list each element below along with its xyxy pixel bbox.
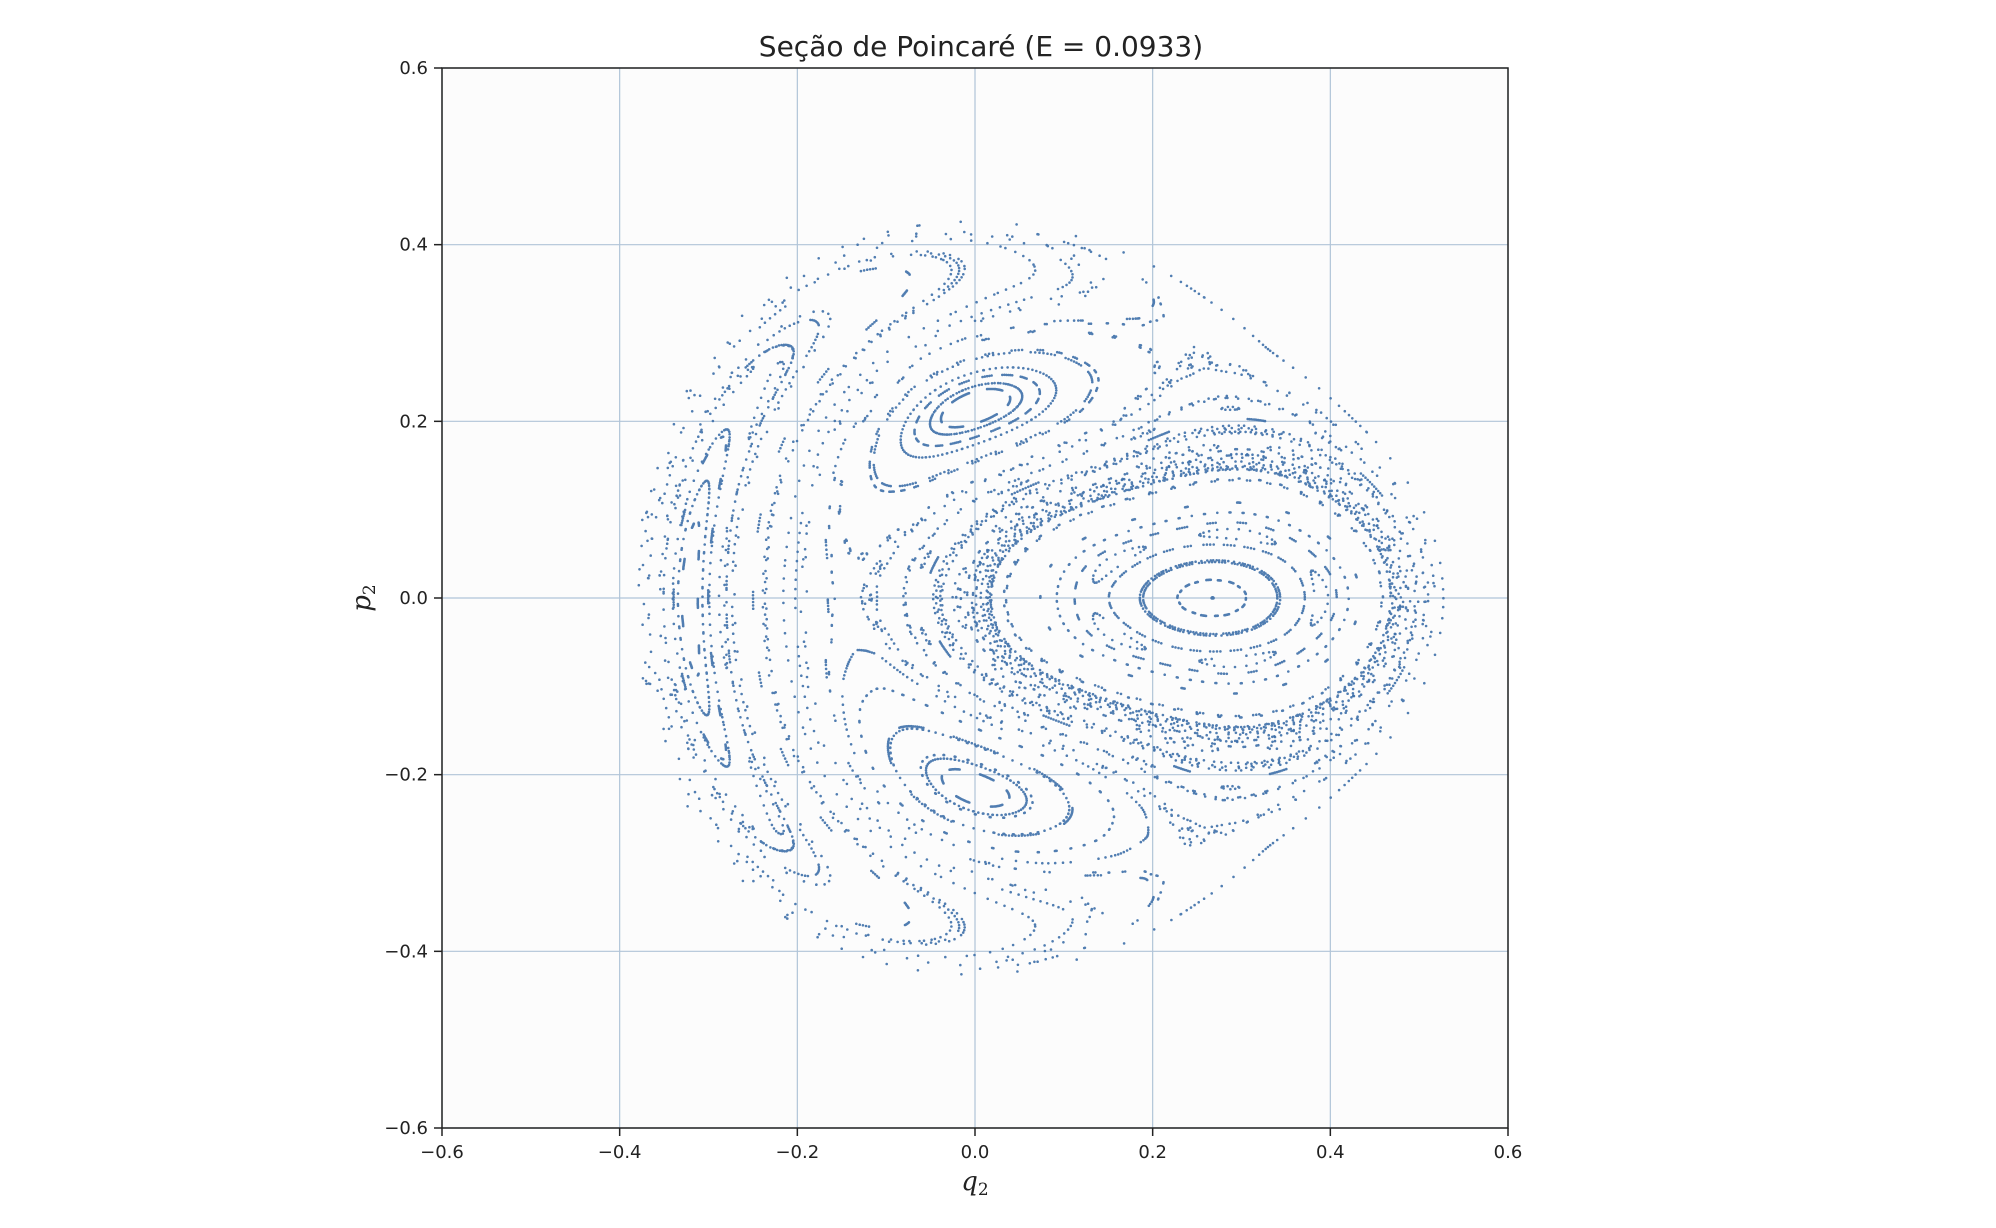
- x-axis-label-main: q: [961, 1167, 978, 1197]
- x-axis-ticks: −0.6 −0.4 −0.2 0.0 0.2 0.4 0.6: [420, 1128, 1522, 1163]
- plot-area: −0.6 −0.4 −0.2 0.0 0.2 0.4 0.6 −0.6 −0.4 −0.2 0.0…: [384, 58, 1522, 1163]
- y-tick-label: 0.4: [399, 235, 428, 256]
- x-axis-label-sub: 2: [978, 1180, 989, 1200]
- y-axis-label-main: p: [347, 595, 377, 612]
- chart-title: Seção de Poincaré (E = 0.0933): [759, 30, 1203, 63]
- y-tick-label: 0.2: [399, 411, 428, 432]
- x-tick-label: 0.4: [1316, 1142, 1345, 1163]
- x-tick-label: 0.2: [1138, 1142, 1167, 1163]
- y-axis-label: p2: [347, 584, 380, 611]
- x-tick-label: −0.6: [420, 1142, 464, 1163]
- y-tick-label: −0.6: [384, 1118, 428, 1139]
- x-tick-label: −0.2: [775, 1142, 819, 1163]
- y-tick-label: −0.2: [384, 765, 428, 786]
- y-axis-ticks: −0.6 −0.4 −0.2 0.0 0.2 0.4 0.6: [384, 58, 442, 1139]
- x-tick-label: 0.6: [1494, 1142, 1523, 1163]
- y-tick-label: 0.6: [399, 58, 428, 79]
- x-tick-label: −0.4: [598, 1142, 642, 1163]
- y-axis-label-sub: 2: [360, 584, 380, 595]
- scatter-points: [637, 220, 1445, 976]
- scatter-point-batch: [637, 230, 1436, 970]
- y-tick-label: 0.0: [399, 588, 428, 609]
- y-tick-label: −0.4: [384, 941, 428, 962]
- x-axis-label: q2: [961, 1167, 988, 1200]
- scatter-point-batch: [641, 220, 1445, 976]
- x-tick-label: 0.0: [961, 1142, 990, 1163]
